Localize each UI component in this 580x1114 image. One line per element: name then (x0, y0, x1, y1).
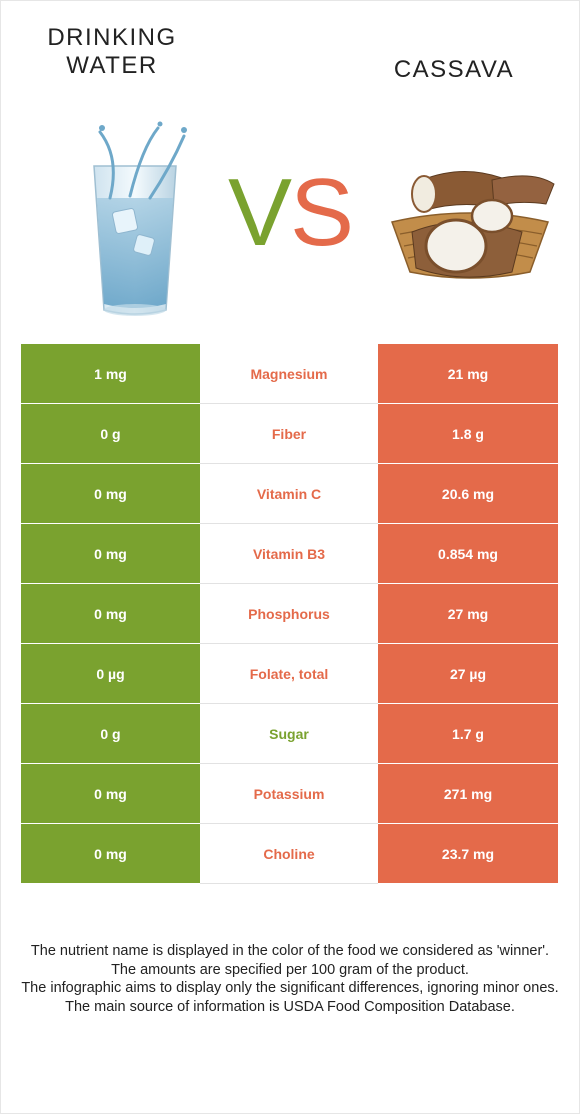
left-food-value: 0 g (21, 403, 200, 464)
footer-line-amounts: The amounts are specified per 100 gram o… (111, 961, 469, 978)
footer-line-aim: The infographic aims to display only the… (21, 980, 559, 996)
table-row: 0 mg Vitamin B3 0.854 mg (21, 523, 558, 584)
versus-s: S (290, 159, 354, 266)
nutrient-name: Potassium (200, 763, 378, 824)
table-row: 0 mg Vitamin C 20.6 mg (21, 463, 558, 524)
right-food-value: 1.7 g (378, 703, 558, 764)
table-row: 0 g Fiber 1.8 g (21, 403, 558, 464)
versus-v: V (227, 159, 292, 266)
nutrient-name: Vitamin C (200, 463, 378, 524)
right-food-value: 27 mg (378, 583, 558, 644)
table-row: 0 µg Folate, total 27 µg (21, 643, 558, 704)
nutrient-name: Magnesium (200, 344, 378, 404)
left-food-value: 0 g (21, 703, 200, 764)
versus-label: VS (220, 158, 360, 268)
right-food-value: 271 mg (378, 763, 558, 824)
footer-line-winner: The nutrient name is displayed in the co… (30, 943, 550, 959)
nutrient-name: Phosphorus (200, 583, 378, 644)
right-food-value: 23.7 mg (378, 823, 558, 884)
footer-notes: The nutrient name is displayed in the co… (14, 942, 566, 1016)
left-food-value: 0 mg (21, 463, 200, 524)
left-food-title: DRINKING WATER (47, 24, 177, 79)
table-row: 0 g Sugar 1.7 g (21, 703, 558, 764)
right-food-value: 21 mg (378, 344, 558, 404)
left-food-value: 0 mg (21, 823, 200, 884)
left-food-value: 0 mg (21, 523, 200, 584)
nutrient-name: Sugar (200, 703, 378, 764)
left-food-value: 0 µg (21, 643, 200, 704)
left-food-value: 0 mg (21, 583, 200, 644)
table-row: 0 mg Choline 23.7 mg (21, 823, 558, 884)
cassava-basket-image (391, 171, 555, 279)
left-food-value: 1 mg (21, 344, 200, 404)
nutrient-name: Fiber (200, 403, 378, 464)
nutrient-name: Folate, total (200, 643, 378, 704)
nutrient-name: Choline (200, 823, 378, 884)
right-food-value: 0.854 mg (378, 523, 558, 584)
right-food-value: 1.8 g (378, 403, 558, 464)
right-food-title: CASSAVA (393, 56, 515, 83)
right-food-value: 27 µg (378, 643, 558, 704)
nutrient-name: Vitamin B3 (200, 523, 378, 584)
table-row: 0 mg Potassium 271 mg (21, 763, 558, 824)
footer-line-source: The main source of information is USDA F… (65, 998, 515, 1015)
table-row: 1 mg Magnesium 21 mg (21, 344, 558, 404)
right-food-value: 20.6 mg (378, 463, 558, 524)
table-row: 0 mg Phosphorus 27 mg (21, 583, 558, 644)
left-food-value: 0 mg (21, 763, 200, 824)
glass-of-water-image (93, 121, 187, 316)
